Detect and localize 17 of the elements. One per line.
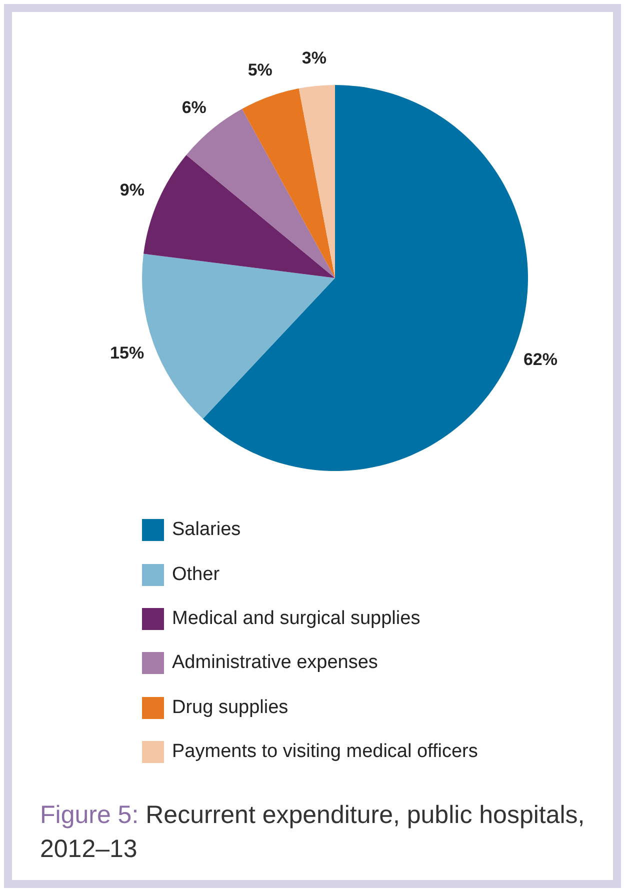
legend-label: Payments to visiting medical officers <box>172 741 478 764</box>
data-label: 62% <box>523 350 558 369</box>
pie-slice <box>144 154 335 278</box>
pie-slice <box>242 88 335 278</box>
data-label: 5% <box>248 60 272 80</box>
data-label: 15% <box>110 343 144 362</box>
legend-label: Medical and surgical supplies <box>172 608 420 630</box>
data-label: 3% <box>302 48 326 68</box>
legend-label: Salaries <box>172 519 241 542</box>
text: Figure 5: Recurrent expenditure, public hospitals, 2012–13 <box>40 800 586 865</box>
legend-label: Drug supplies <box>172 696 288 719</box>
data-label: 6% <box>182 98 206 118</box>
legend-label: Other <box>172 564 220 586</box>
pie-slice <box>142 254 335 419</box>
pie-slice <box>298 85 335 278</box>
legend-label: Administrative expenses <box>172 652 378 674</box>
data-label: 9% <box>120 180 144 200</box>
